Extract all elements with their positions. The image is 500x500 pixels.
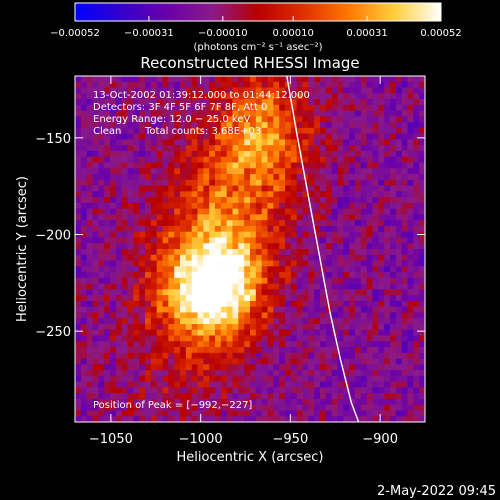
colorbar-tick-label: −0.00031 — [124, 28, 174, 39]
annotation-detectors: Detectors: 3F 4F 5F 6F 7F 8F, Att 0 — [93, 102, 267, 113]
x-tick-label: −900 — [362, 432, 398, 447]
chart-title: Reconstructed RHESSI Image — [140, 54, 359, 72]
footer-timestamp: 2-May-2022 09:45 — [377, 484, 496, 499]
colorbar-tick-label: 0.00031 — [346, 28, 387, 39]
x-tick-label: −1000 — [179, 432, 223, 447]
solar-limb-curve — [286, 76, 360, 422]
annotation-method: Clean — [93, 126, 121, 137]
colorbar-tick-label: 0.00010 — [273, 28, 314, 39]
plot-area — [75, 76, 425, 422]
plot-frame — [74, 75, 426, 423]
y-axis-title: Heliocentric Y (arcsec) — [15, 176, 30, 322]
y-tick-label: −250 — [35, 325, 71, 340]
colorbar-unit-label: (photons cm⁻² s⁻¹ asec⁻²) — [193, 42, 322, 53]
y-tick-label: −150 — [35, 132, 71, 147]
x-tick-label: −1050 — [89, 432, 133, 447]
colorbar: −0.00052 −0.00031 −0.00010 0.00010 0.00031 0.… — [50, 2, 462, 53]
colorbar-strip — [74, 2, 442, 22]
y-tick-label: −200 — [35, 229, 71, 244]
x-axis-title: Heliocentric X (arcsec) — [177, 450, 324, 465]
annotation-total-counts: Total counts: 3.68E+03 — [144, 126, 261, 137]
image-annotations: 13-Oct-2002 01:39:12.000 to 01:44:12.000… — [93, 90, 310, 411]
colorbar-tick-label: −0.00052 — [50, 28, 100, 39]
x-tick-label: −950 — [273, 432, 309, 447]
x-axis-ticks: −1050 −1000 −950 −900 — [89, 76, 398, 447]
annotation-time-range: 13-Oct-2002 01:39:12.000 to 01:44:12.000 — [93, 90, 310, 101]
colorbar-tick-label: −0.00010 — [198, 28, 248, 39]
heatmap-cells — [75, 76, 425, 422]
annotation-energy-range: Energy Range: 12.0 − 25.0 keV — [93, 114, 250, 125]
colorbar-tick-label: 0.00052 — [420, 28, 461, 39]
y-axis-ticks: −150 −200 −250 — [35, 132, 425, 340]
annotation-peak-position: Position of Peak = [−992,−227] — [93, 400, 252, 411]
colorbar-ticks: −0.00052 −0.00031 −0.00010 0.00010 0.00031 0.… — [50, 16, 462, 39]
